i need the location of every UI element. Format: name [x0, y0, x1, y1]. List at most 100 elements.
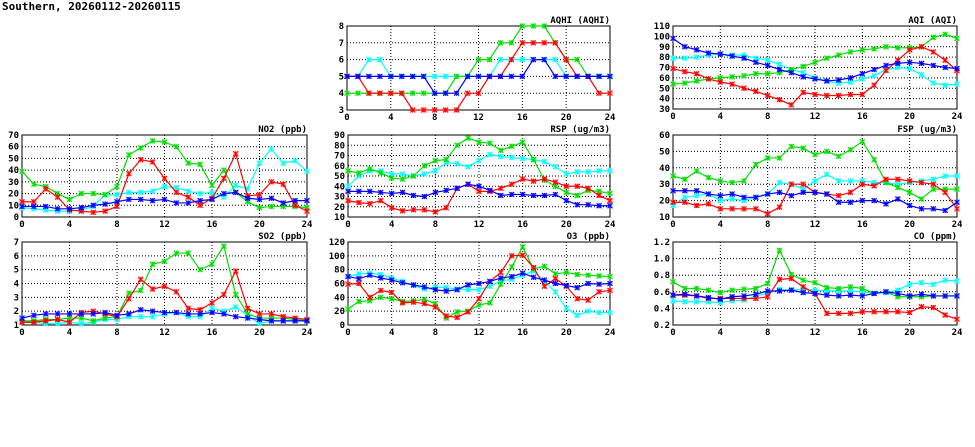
data-point — [574, 284, 581, 291]
data-point — [530, 178, 537, 184]
data-point — [776, 155, 783, 161]
y-tick-label: 60 — [8, 143, 19, 153]
data-point — [670, 278, 676, 285]
data-point — [764, 191, 771, 197]
data-point — [541, 263, 548, 270]
data-point — [729, 196, 736, 202]
data-point — [705, 294, 712, 301]
data-point — [954, 316, 960, 323]
data-point — [541, 283, 548, 290]
y-tick-label: 40 — [659, 95, 670, 105]
data-point — [31, 319, 37, 326]
data-point — [530, 192, 537, 199]
x-tick-label: 0 — [19, 220, 24, 230]
data-point — [596, 309, 602, 316]
x-tick-label: 4 — [718, 328, 724, 338]
data-point — [752, 70, 759, 77]
data-point — [563, 189, 570, 196]
data-point — [847, 178, 854, 184]
data-point — [930, 205, 937, 212]
data-point — [497, 39, 504, 46]
data-point — [859, 308, 866, 315]
data-point — [607, 197, 613, 204]
data-point — [421, 193, 428, 200]
data-point — [256, 191, 263, 198]
data-point — [776, 204, 783, 211]
data-point — [906, 189, 913, 196]
data-point — [871, 182, 878, 189]
y-tick-label: 60 — [334, 162, 345, 172]
data-point — [835, 199, 842, 206]
data-point — [149, 313, 156, 320]
data-point — [443, 156, 450, 163]
data-point — [149, 308, 156, 315]
data-point — [508, 181, 515, 188]
data-point — [693, 285, 700, 292]
data-point — [788, 275, 795, 282]
y-tick-label: 50 — [659, 84, 670, 94]
data-point — [221, 175, 227, 182]
data-point — [563, 183, 570, 190]
data-point — [563, 305, 570, 312]
data-point — [607, 168, 613, 174]
data-point — [670, 65, 676, 72]
data-point — [137, 156, 144, 163]
data-point — [344, 90, 350, 97]
data-point — [442, 107, 449, 113]
data-point — [377, 197, 384, 204]
y-tick-label: 3 — [339, 106, 344, 116]
x-tick-label: 8 — [765, 112, 770, 122]
data-point — [432, 304, 439, 310]
data-point — [717, 79, 724, 85]
data-point — [752, 291, 759, 298]
data-point — [847, 292, 854, 298]
data-point — [126, 311, 132, 317]
data-point — [137, 189, 144, 196]
data-point — [883, 288, 889, 295]
y-tick-label: 6 — [14, 252, 19, 262]
data-point — [475, 73, 482, 80]
data-point — [883, 67, 889, 74]
data-point — [465, 135, 471, 141]
data-point — [681, 194, 688, 201]
data-point — [670, 199, 676, 206]
data-point — [812, 189, 818, 196]
data-point — [356, 280, 362, 287]
y-tick-label: 7 — [14, 238, 19, 248]
data-point — [823, 310, 830, 317]
y-tick-label: 6 — [339, 56, 344, 66]
data-point — [221, 167, 227, 173]
data-point — [764, 62, 771, 69]
data-point — [90, 317, 97, 324]
data-point — [776, 288, 783, 294]
x-tick-label: 20 — [561, 220, 572, 230]
data-point — [776, 276, 783, 283]
data-point — [812, 290, 818, 297]
data-point — [90, 311, 97, 317]
data-point — [114, 203, 120, 210]
data-point — [670, 173, 676, 179]
data-point — [345, 281, 351, 288]
data-point — [420, 90, 427, 97]
data-point — [126, 170, 132, 177]
data-point — [693, 47, 700, 53]
y-tick-label: 7 — [339, 39, 344, 49]
data-point — [497, 281, 504, 288]
data-point — [149, 197, 156, 204]
data-point — [487, 278, 493, 285]
data-point — [377, 73, 383, 80]
data-point — [421, 171, 428, 177]
x-tick-label: 0 — [345, 220, 350, 230]
data-point — [823, 92, 830, 99]
data-point — [942, 57, 949, 64]
series-line — [19, 189, 310, 212]
data-point — [173, 309, 180, 316]
data-point — [366, 165, 373, 172]
data-point — [906, 47, 913, 53]
data-point — [508, 252, 515, 259]
chart-title: RSP (ug/m3) — [550, 125, 610, 135]
data-point — [859, 181, 866, 188]
y-tick-label: 30 — [659, 105, 670, 115]
data-point — [693, 70, 700, 77]
data-point — [519, 56, 526, 63]
